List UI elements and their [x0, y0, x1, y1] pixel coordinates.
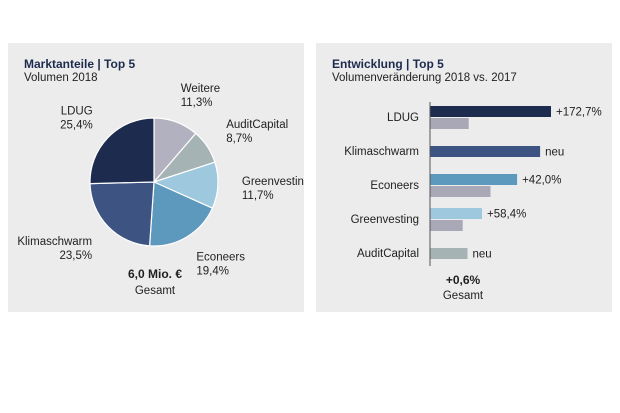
- bar-value-label-greenvesting: +58,4%: [487, 209, 526, 221]
- bar-category-auditcapital: AuditCapital: [357, 248, 419, 260]
- market-share-subtitle: Volumen 2018: [24, 72, 98, 84]
- pie-slice-ldug: [89, 117, 155, 185]
- bar-prior-econeers: [430, 186, 491, 197]
- bar-total-label: Gesamt: [443, 290, 484, 302]
- pie-label-name-ldug: LDUG: [61, 105, 93, 117]
- bar-value-label-econeers: +42,0%: [522, 175, 561, 187]
- development-subtitle: Volumenveränderung 2018 vs. 2017: [332, 72, 517, 84]
- pie-label-name-klimaschwarm: Klimaschwarm: [17, 236, 92, 248]
- bar-current-klimaschwarm: [430, 146, 541, 157]
- market-share-title: Marktanteile | Top 5: [24, 57, 136, 71]
- pie-chart: Weitere 11,3% AuditCapital 8,7% Greenvesting…: [17, 83, 304, 297]
- pie-label-value-auditcapital: 8,7%: [226, 133, 252, 145]
- development-panel: Entwicklung | Top 5 Volumenveränderung 2…: [316, 43, 612, 312]
- pie-label-value-ldug: 25,4%: [60, 119, 93, 131]
- pie-label-value-econeers: 19,4%: [196, 266, 229, 278]
- bar-value-label-klimaschwarm: neu: [545, 147, 564, 159]
- bar-category-ldug: LDUG: [387, 112, 419, 124]
- bar-category-econeers: Econeers: [370, 180, 419, 192]
- pie-total-label: Gesamt: [135, 285, 176, 297]
- bar-prior-greenvesting: [430, 220, 463, 231]
- pie-label-value-klimaschwarm: 23,5%: [59, 250, 92, 262]
- bar-current-auditcapital: [430, 248, 468, 259]
- pie-label-name-weitere: Weitere: [181, 83, 220, 95]
- pie-label-name-econeers: Econeers: [196, 252, 245, 264]
- pie-total-value: 6,0 Mio. €: [128, 267, 182, 281]
- bar-total-value: +0,6%: [446, 273, 481, 287]
- bar-current-ldug: [430, 106, 551, 117]
- bar-value-label-ldug: +172,7%: [556, 107, 602, 119]
- bar-value-label-auditcapital: neu: [473, 249, 492, 261]
- pie-slice-klimaschwarm: [89, 181, 155, 247]
- pie-label-value-greenvesting: 11,7%: [242, 190, 274, 202]
- pie-label-name-greenvesting: Greenvesting: [242, 176, 304, 188]
- pie-label-name-auditcapital: AuditCapital: [226, 119, 288, 131]
- bar-current-greenvesting: [430, 208, 482, 219]
- development-title: Entwicklung | Top 5: [332, 57, 444, 71]
- pie-slice-econeers: [148, 181, 214, 247]
- pie-label-value-weitere: 11,3%: [181, 97, 213, 109]
- bar-prior-ldug: [430, 118, 469, 129]
- bar-category-greenvesting: Greenvesting: [351, 214, 419, 226]
- bar-current-econeers: [430, 174, 518, 185]
- bar-chart: LDUG +172,7% Klimaschwarm neu Econeers +42,0%…: [344, 102, 602, 302]
- market-share-panel: Marktanteile | Top 5 Volumen 2018 Weiter…: [8, 43, 304, 312]
- bar-category-klimaschwarm: Klimaschwarm: [344, 146, 419, 158]
